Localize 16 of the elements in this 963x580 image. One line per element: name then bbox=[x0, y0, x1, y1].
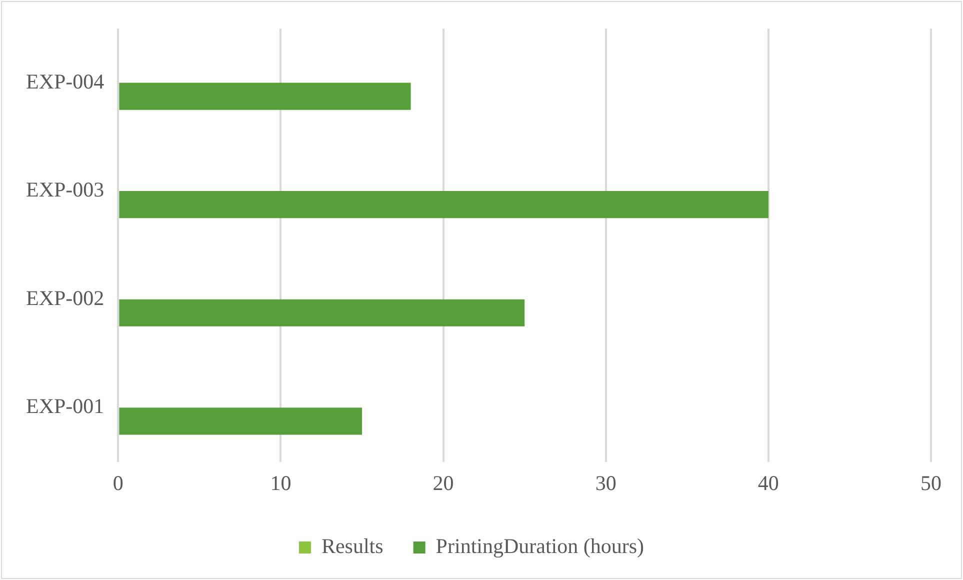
bar bbox=[119, 299, 525, 326]
x-tick-label: 20 bbox=[432, 470, 454, 495]
y-tick-label: EXP-001 bbox=[26, 394, 104, 418]
x-tick-label: 0 bbox=[112, 470, 124, 495]
x-tick-label: 50 bbox=[920, 470, 942, 495]
bar bbox=[119, 408, 362, 435]
y-tick-label: EXP-003 bbox=[26, 178, 104, 202]
legend-label: Results bbox=[321, 534, 384, 558]
x-tick-label: 30 bbox=[595, 470, 616, 495]
bar bbox=[119, 191, 768, 218]
legend-label: PrintingDuration (hours) bbox=[436, 534, 644, 558]
y-tick-label: EXP-002 bbox=[26, 286, 104, 310]
y-tick-label: EXP-004 bbox=[26, 69, 105, 94]
bar bbox=[119, 82, 411, 110]
x-tick-label: 40 bbox=[758, 470, 779, 495]
x-tick-label: 10 bbox=[270, 470, 292, 495]
